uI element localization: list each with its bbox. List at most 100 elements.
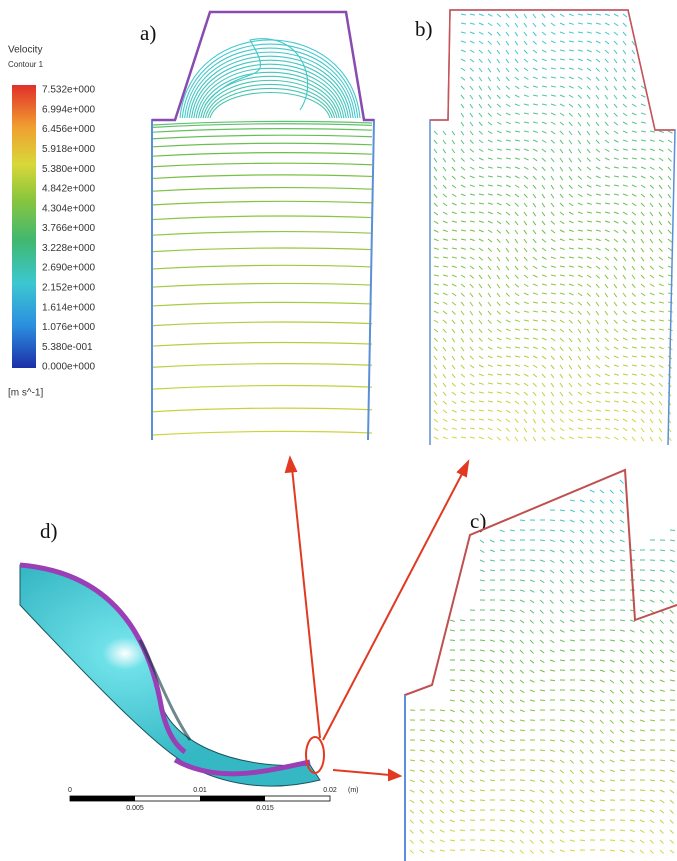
vector — [632, 320, 636, 322]
vector — [450, 700, 455, 701]
vector — [510, 690, 514, 693]
vector — [488, 158, 493, 159]
vector — [550, 810, 553, 814]
vector — [632, 113, 637, 115]
legend-label: 7.532e+000 — [42, 85, 96, 96]
vector — [632, 410, 636, 413]
vector — [500, 830, 505, 831]
vector — [443, 392, 446, 396]
vector — [569, 77, 574, 79]
vector — [480, 540, 484, 543]
vector — [660, 600, 664, 603]
vector — [542, 257, 546, 259]
vector — [520, 700, 525, 702]
streamline — [196, 68, 344, 118]
vector — [570, 750, 574, 753]
vector — [560, 68, 565, 69]
vector — [440, 760, 444, 763]
vector — [520, 620, 524, 623]
vector — [560, 600, 564, 603]
vector — [650, 630, 654, 633]
vector — [524, 95, 529, 97]
vector — [614, 437, 618, 440]
streamline — [153, 364, 372, 368]
vector — [515, 212, 518, 216]
vector — [641, 131, 646, 132]
vector — [660, 810, 664, 813]
vector — [641, 239, 644, 243]
streamline — [182, 44, 357, 118]
legend-label: 4.842e+000 — [42, 184, 96, 195]
vector — [550, 740, 555, 741]
vector — [479, 347, 483, 350]
vector — [640, 640, 644, 643]
vector — [560, 790, 563, 794]
vector — [506, 239, 509, 243]
vector — [614, 167, 619, 168]
vector — [596, 140, 599, 144]
vector — [524, 41, 527, 45]
vector — [542, 410, 545, 414]
vector — [596, 59, 600, 62]
vector — [479, 122, 482, 126]
vector — [452, 365, 455, 369]
vector — [569, 149, 572, 153]
vector — [470, 95, 473, 99]
vector — [510, 830, 514, 832]
vector — [488, 257, 491, 261]
vector — [560, 610, 564, 613]
vector — [659, 329, 664, 330]
vector — [578, 410, 582, 412]
vector — [650, 140, 655, 141]
vector — [479, 203, 484, 204]
streamlines — [153, 39, 372, 435]
vector — [660, 580, 664, 582]
vector — [542, 338, 547, 340]
vector — [506, 275, 509, 279]
vector — [670, 810, 674, 814]
vector — [560, 530, 565, 532]
vector — [650, 640, 653, 644]
vector — [443, 374, 446, 378]
vector — [623, 149, 628, 150]
vector — [551, 374, 554, 378]
vector — [443, 437, 448, 439]
vector — [540, 600, 544, 603]
vector — [641, 392, 645, 395]
vector — [533, 59, 537, 62]
vector — [461, 104, 464, 108]
vector — [488, 32, 492, 35]
vector — [614, 383, 619, 384]
vector — [614, 32, 618, 35]
vector — [650, 840, 654, 843]
vector — [600, 520, 603, 524]
vector — [533, 41, 537, 44]
vector — [569, 428, 574, 430]
vector — [641, 284, 645, 287]
vector — [510, 620, 515, 622]
vector — [515, 320, 520, 322]
vector — [580, 530, 584, 533]
vector — [533, 257, 537, 260]
vector — [614, 392, 619, 393]
vector — [569, 401, 573, 404]
vector — [497, 203, 502, 205]
vector — [641, 320, 646, 322]
vector — [650, 239, 653, 243]
vector — [623, 374, 628, 375]
vector — [600, 690, 604, 693]
vector — [590, 560, 594, 563]
vector — [650, 850, 653, 854]
vector — [524, 329, 529, 330]
vector — [569, 140, 572, 144]
vector — [497, 158, 502, 159]
vector — [623, 356, 628, 357]
vector — [610, 570, 615, 571]
vector — [515, 104, 520, 106]
vector — [530, 670, 534, 673]
vector — [668, 185, 671, 189]
vector — [650, 580, 655, 581]
vector — [600, 710, 604, 713]
vector — [540, 540, 545, 541]
color-bar — [12, 85, 36, 368]
